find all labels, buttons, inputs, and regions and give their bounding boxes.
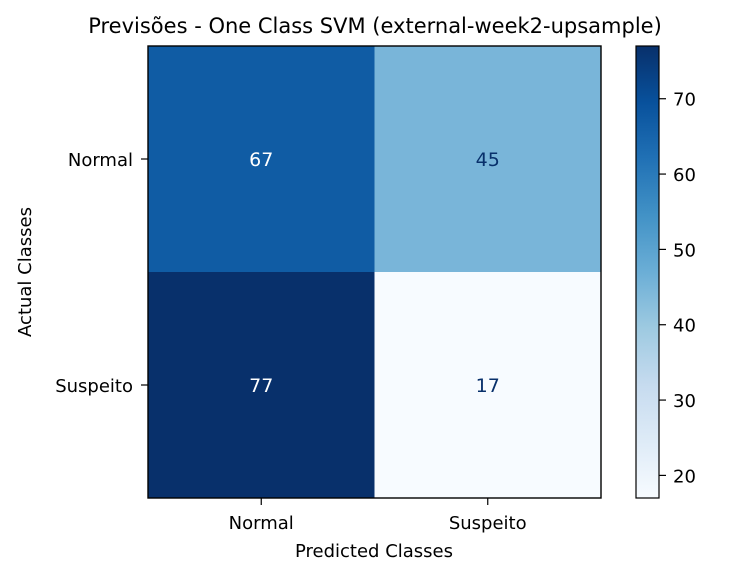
x-tick-label: Suspeito: [449, 513, 527, 534]
heatmap-cells: [148, 46, 601, 498]
colorbar-tick-label: 50: [673, 240, 696, 261]
colorbar-tick-label: 40: [673, 316, 696, 337]
y-axis-label: Actual Classes: [15, 207, 36, 337]
colorbar: [635, 45, 660, 499]
heatmap-cell: [148, 272, 375, 498]
cell-value-label: 17: [476, 375, 500, 397]
chart-title: Previsões - One Class SVM (external-week…: [88, 14, 662, 38]
colorbar-tick-label: 30: [673, 391, 696, 412]
heatmap-cell: [374, 272, 601, 498]
cell-value-label: 45: [476, 149, 500, 171]
plot-frame: [147, 45, 602, 499]
heatmap-cell: [148, 46, 375, 272]
heatmap-cell: [374, 46, 601, 272]
cell-value-label: 67: [249, 149, 273, 171]
colorbar-tick-label: 20: [673, 466, 696, 487]
x-tick-label: Normal: [229, 513, 294, 534]
y-tick-label: Normal: [68, 150, 133, 171]
y-tick-label: Suspeito: [55, 376, 133, 397]
y-axis-ticks: Normal Suspeito: [55, 150, 148, 397]
colorbar-ticks: 20 30 40 50 60 70: [659, 90, 696, 487]
heatmap-cell-labels: 67 45 77 17: [249, 149, 500, 397]
colorbar-tick-label: 70: [673, 90, 696, 111]
cell-value-label: 77: [249, 375, 273, 397]
x-axis-label: Predicted Classes: [295, 541, 453, 562]
colorbar-tick-label: 60: [673, 165, 696, 186]
x-axis-ticks: Normal Suspeito: [229, 498, 527, 534]
